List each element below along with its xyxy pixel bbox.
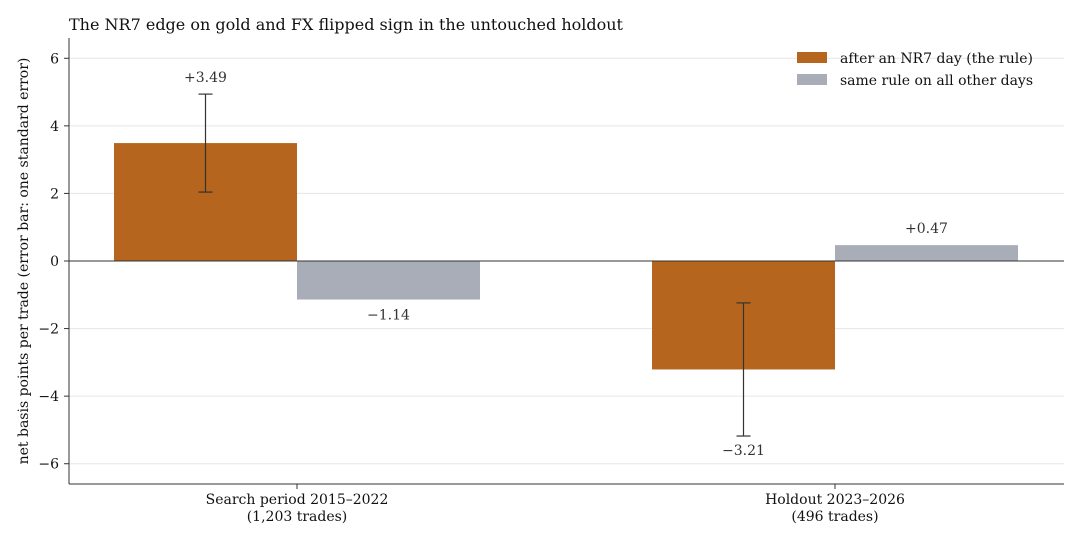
y-tick-label: −2 — [38, 322, 59, 338]
error-bars — [198, 93, 751, 437]
x-tick-label: Search period 2015–2022 — [206, 492, 389, 508]
axes — [68, 38, 1064, 485]
value-label: −1.14 — [367, 308, 410, 324]
y-tick-label: −4 — [38, 389, 59, 405]
y-tick-label: 6 — [50, 51, 59, 67]
y-tick-label: 0 — [50, 254, 59, 270]
legend: after an NR7 day (the rule) same rule on… — [797, 51, 1033, 89]
bar-other-days — [297, 261, 480, 300]
y-tick-label: 4 — [50, 119, 59, 135]
legend-swatch-rule — [797, 52, 827, 63]
x-ticks: Search period 2015–2022(1,203 trades) Hol… — [206, 484, 905, 525]
y-ticks: 6 4 2 0 −2 −4 −6 — [38, 51, 69, 473]
x-tick-sublabel: (1,203 trades) — [247, 509, 348, 525]
error-bar — [198, 93, 213, 193]
legend-swatch-other-days — [797, 74, 827, 85]
bars — [114, 143, 1018, 370]
x-tick-sublabel: (496 trades) — [791, 509, 878, 525]
value-label: −3.21 — [722, 443, 765, 459]
y-tick-label: −6 — [38, 457, 59, 473]
error-bar — [736, 302, 751, 437]
x-tick-label: Holdout 2023–2026 — [765, 492, 905, 508]
value-label: +3.49 — [184, 70, 227, 86]
y-axis-label: net basis points per trade (error bar: o… — [16, 58, 32, 465]
value-labels: +3.49 −3.21 −1.14 +0.47 — [184, 70, 948, 459]
chart-title: The NR7 edge on gold and FX flipped sign… — [69, 15, 624, 34]
value-label: +0.47 — [905, 221, 948, 237]
legend-label-other-days: same rule on all other days — [840, 73, 1033, 89]
bar-other-days — [835, 245, 1018, 261]
y-tick-label: 2 — [50, 186, 59, 202]
legend-label-rule: after an NR7 day (the rule) — [840, 51, 1033, 67]
